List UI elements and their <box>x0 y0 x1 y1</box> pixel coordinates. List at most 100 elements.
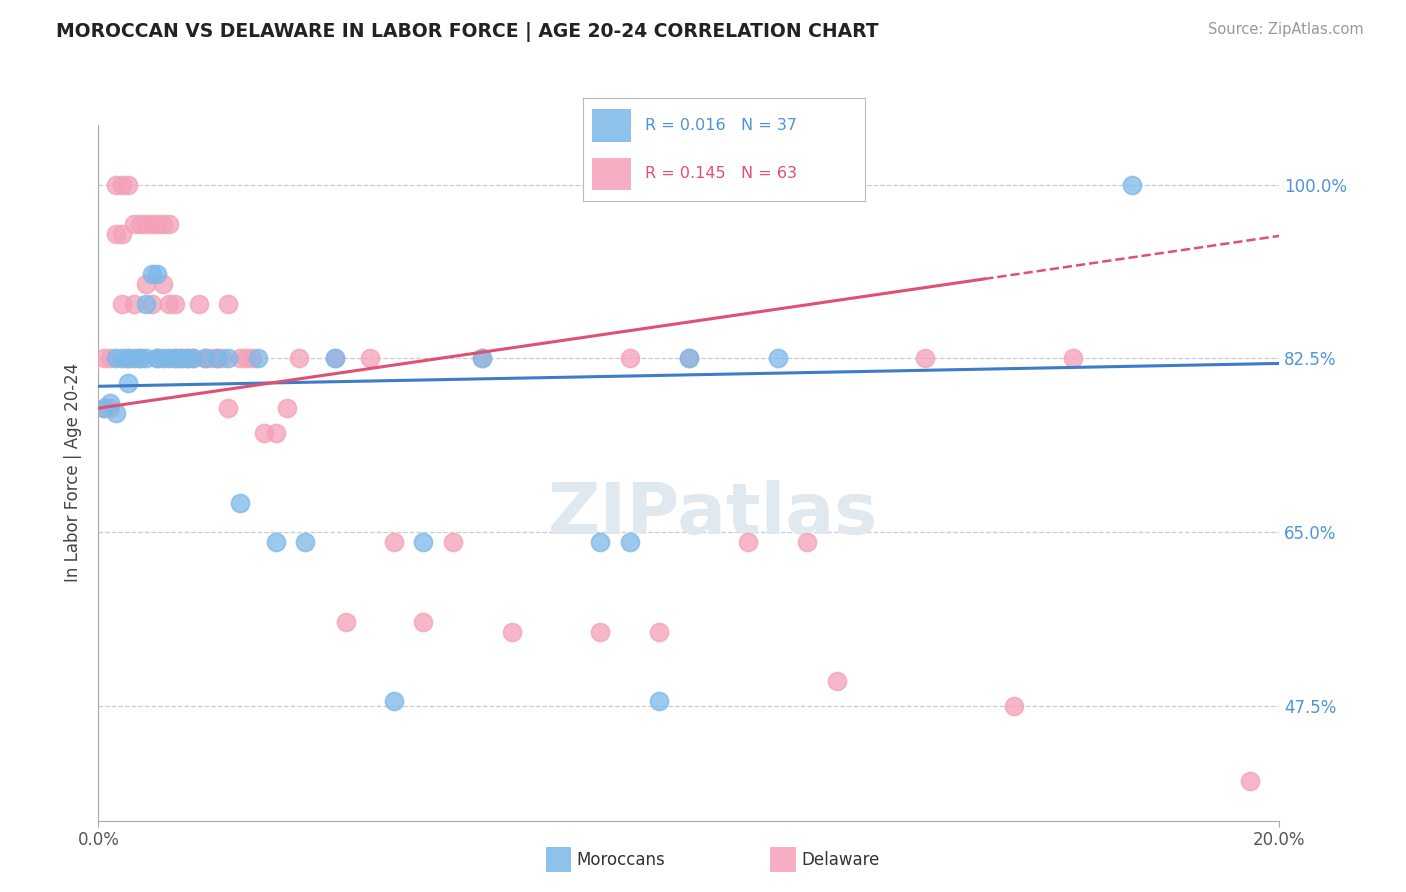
Point <box>105 406 128 420</box>
Point <box>105 227 128 242</box>
Point <box>170 351 193 366</box>
Point <box>240 351 263 366</box>
Point <box>766 351 789 366</box>
Text: Moroccans: Moroccans <box>576 851 665 869</box>
Point <box>98 401 121 416</box>
Point <box>111 351 134 366</box>
Point <box>157 297 180 311</box>
Point <box>1002 699 1025 714</box>
Point <box>825 674 848 689</box>
Point <box>152 277 174 291</box>
Text: R = 0.016   N = 37: R = 0.016 N = 37 <box>645 119 797 133</box>
Point <box>176 351 198 366</box>
Point <box>211 351 233 366</box>
Point <box>105 178 128 192</box>
Point <box>122 297 145 311</box>
Bar <box>592 158 631 190</box>
Text: ZIPatlas: ZIPatlas <box>547 480 877 549</box>
Point <box>589 535 612 549</box>
Point <box>264 535 287 549</box>
Point <box>117 351 139 366</box>
Point <box>165 351 187 366</box>
Point <box>141 297 163 311</box>
Point <box>235 351 257 366</box>
Point <box>146 217 169 231</box>
Point <box>619 351 641 366</box>
Point <box>111 227 134 242</box>
Point <box>276 401 298 416</box>
Point <box>135 297 157 311</box>
Point <box>1121 178 1143 192</box>
Point <box>176 351 198 366</box>
Point <box>165 351 187 366</box>
Point <box>152 217 174 231</box>
Point <box>288 351 311 366</box>
Point <box>141 217 163 231</box>
Bar <box>592 110 631 142</box>
Point <box>157 351 180 366</box>
Point <box>187 297 209 311</box>
Point <box>122 217 145 231</box>
Point <box>135 277 157 291</box>
Point <box>98 351 121 366</box>
Point <box>200 351 222 366</box>
Point <box>170 351 193 366</box>
Point <box>128 351 150 366</box>
Point <box>914 351 936 366</box>
Text: Delaware: Delaware <box>801 851 880 869</box>
Point <box>678 351 700 366</box>
Point <box>335 615 357 629</box>
Point <box>93 401 115 416</box>
Point <box>217 297 239 311</box>
Point <box>181 351 204 366</box>
Point <box>501 624 523 639</box>
Point <box>471 351 494 366</box>
Point <box>194 351 217 366</box>
Point <box>146 351 169 366</box>
Point <box>264 425 287 440</box>
Point <box>128 217 150 231</box>
Point <box>648 694 671 708</box>
Point <box>152 351 174 366</box>
Point <box>246 351 269 366</box>
Point <box>157 217 180 231</box>
Point <box>93 401 115 416</box>
Point <box>117 351 139 366</box>
Point <box>122 351 145 366</box>
Point <box>1239 773 1261 788</box>
Point <box>135 217 157 231</box>
Point <box>796 535 818 549</box>
Point <box>323 351 346 366</box>
Point <box>648 624 671 639</box>
Point <box>111 178 134 192</box>
Point <box>146 351 169 366</box>
Point <box>146 267 169 281</box>
Point <box>229 351 252 366</box>
Point <box>441 535 464 549</box>
Point <box>412 615 434 629</box>
Point <box>217 401 239 416</box>
Point <box>382 694 405 708</box>
Point <box>229 495 252 509</box>
Point <box>382 535 405 549</box>
Point <box>619 535 641 549</box>
Point <box>359 351 381 366</box>
Point <box>253 425 276 440</box>
Point <box>323 351 346 366</box>
Point <box>135 351 157 366</box>
Point <box>117 178 139 192</box>
Point <box>589 624 612 639</box>
Point <box>105 351 128 366</box>
Point <box>194 351 217 366</box>
Point <box>294 535 316 549</box>
Text: Source: ZipAtlas.com: Source: ZipAtlas.com <box>1208 22 1364 37</box>
Point <box>1062 351 1084 366</box>
Point <box>205 351 228 366</box>
Text: R = 0.145   N = 63: R = 0.145 N = 63 <box>645 166 797 180</box>
Point <box>117 376 139 391</box>
Point <box>205 351 228 366</box>
Point <box>98 396 121 410</box>
Point <box>412 535 434 549</box>
Point <box>93 351 115 366</box>
Point <box>737 535 759 549</box>
